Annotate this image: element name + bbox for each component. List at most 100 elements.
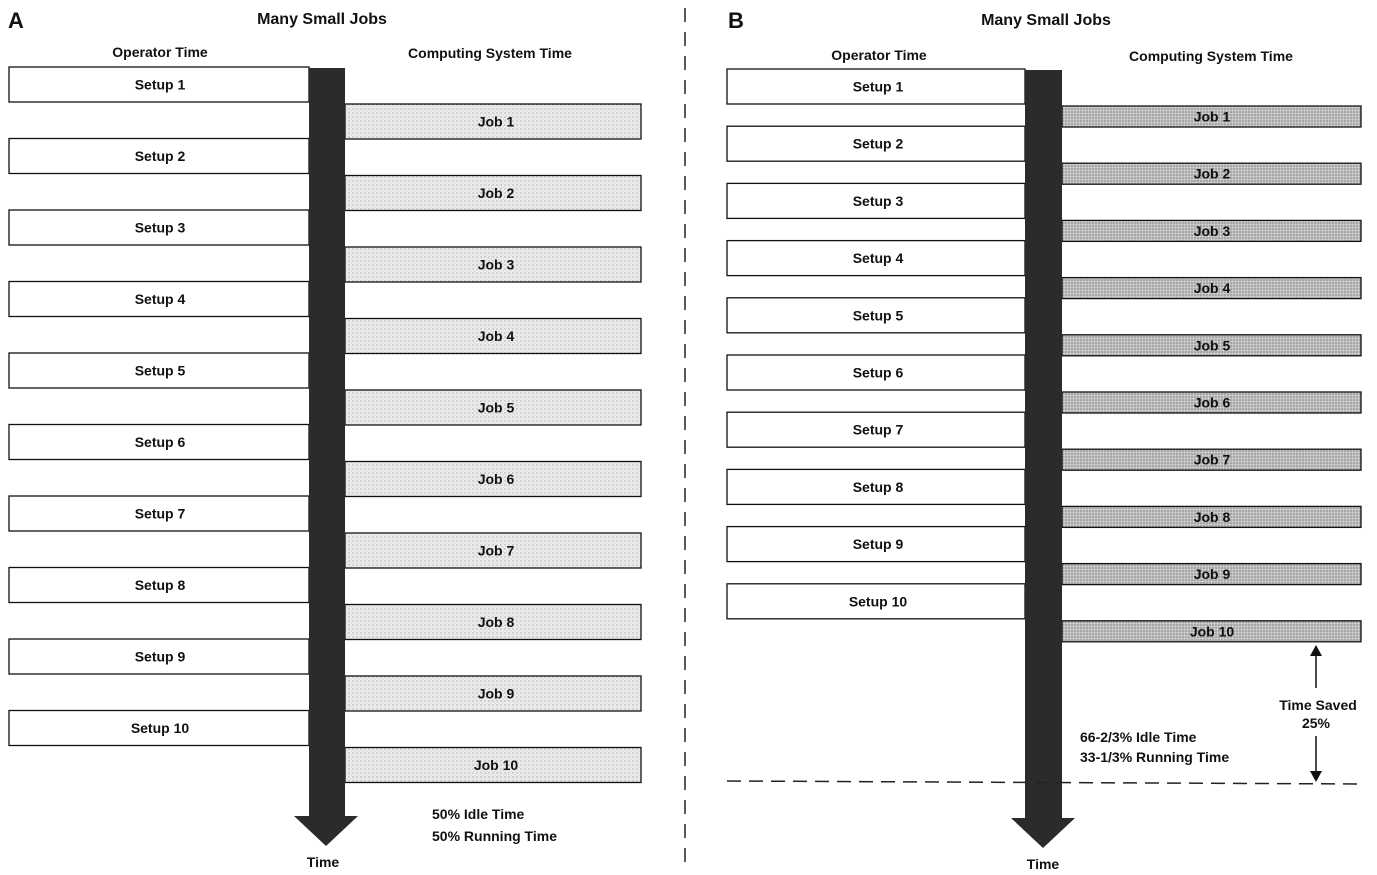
- panel-a-job-2: Job 2: [344, 174, 642, 212]
- panel-b-time-label: Time: [1027, 856, 1060, 872]
- panel-a-job-label: Job 6: [478, 471, 515, 487]
- panel-a-job-box: [344, 246, 642, 283]
- panel-b-setup-5: Setup 5: [726, 297, 1026, 334]
- panel-b-setup-6: Setup 6: [726, 354, 1026, 391]
- panel-b-job-label: Job 6: [1194, 395, 1231, 411]
- panel-a-idle-text: 50% Idle Time: [432, 806, 525, 822]
- panel-a-setup-10: Setup 10: [8, 709, 310, 747]
- panel-a-job-label: Job 2: [478, 185, 515, 201]
- panel-a-setup-box: [8, 66, 310, 103]
- time-saved-arrow-down-head: [1310, 771, 1322, 782]
- panel-a-setup-box: [8, 638, 310, 675]
- panel-b-setup-9: Setup 9: [726, 525, 1026, 563]
- panel-a-setup-label: Setup 1: [135, 77, 186, 93]
- panel-b-setup-label: Setup 3: [853, 193, 904, 209]
- panel-a-setup-box: [8, 709, 310, 747]
- panel-a-job-box: [344, 746, 642, 784]
- panel-a-setup-label: Setup 4: [135, 291, 186, 307]
- panel-b-operator-header: Operator Time: [831, 47, 927, 63]
- panel-a-job-6: Job 6: [344, 460, 642, 498]
- panel-b-setup-box: [726, 297, 1026, 334]
- panel-a-setup-label: Setup 9: [135, 649, 186, 665]
- panel-a-job-label: Job 1: [478, 114, 515, 130]
- panel-b-job-label: Job 5: [1194, 337, 1231, 353]
- panel-a-setup-label: Setup 2: [135, 148, 186, 164]
- panel-b-job-label: Job 2: [1194, 166, 1231, 182]
- panel-b-setup-label: Setup 5: [853, 307, 904, 323]
- panel-a-setup-2: Setup 2: [8, 137, 310, 175]
- panel-a-job-box: [344, 103, 642, 140]
- time-saved-percent: 25%: [1302, 715, 1331, 731]
- panel-b-job-label: Job 4: [1194, 280, 1231, 296]
- panel-b-timeline-arrowhead: [1011, 818, 1075, 848]
- panel-a-job-box: [344, 317, 642, 355]
- panel-b-running-text: 33-1/3% Running Time: [1080, 749, 1229, 765]
- panel-a-setup-label: Setup 6: [135, 434, 186, 450]
- panel-a-job-7: Job 7: [344, 532, 642, 569]
- panel-b-job-7: Job 7: [1061, 448, 1362, 471]
- panel-a-timeline-bar: [309, 68, 345, 820]
- panel-a-setup-box: [8, 352, 310, 389]
- panel-b-setup-label: Setup 8: [853, 479, 904, 495]
- panel-a-title: Many Small Jobs: [257, 11, 387, 28]
- panel-a-running-text: 50% Running Time: [432, 828, 557, 844]
- panel-a-job-5: Job 5: [344, 389, 642, 426]
- panel-b-job-10: Job 10: [1061, 620, 1362, 643]
- panel-a-setup-7: Setup 7: [8, 495, 310, 532]
- panel-a-setup-label: Setup 5: [135, 363, 186, 379]
- panel-a-setup-label: Setup 10: [131, 720, 190, 736]
- panel-b-setup-box: [726, 182, 1026, 220]
- panel-b-setup-box: [726, 525, 1026, 563]
- panel-a-job-label: Job 3: [478, 257, 515, 273]
- panel-b-job-label: Job 9: [1194, 566, 1231, 582]
- panel-b-setup-list: Setup 1 Setup 2 Setup 3 Setup 4 Setup 5 Setup…: [726, 68, 1026, 620]
- panel-b-job-4: Job 4: [1061, 276, 1362, 300]
- panel-b-setup-label: Setup 10: [849, 593, 908, 609]
- panel-b-setup-10: Setup 10: [726, 583, 1026, 620]
- panel-a-job-4: Job 4: [344, 317, 642, 355]
- panel-a-setup-6: Setup 6: [8, 423, 310, 461]
- panel-a-setup-box: [8, 209, 310, 246]
- panel-a-job-1: Job 1: [344, 103, 642, 140]
- panel-b-setup-7: Setup 7: [726, 411, 1026, 448]
- panel-a-job-label: Job 5: [478, 400, 515, 416]
- panel-a-setup-box: [8, 137, 310, 175]
- panel-b-end-dashed-line: [726, 780, 1363, 785]
- panel-b-setup-box: [726, 68, 1026, 105]
- time-saved-label: Time Saved: [1279, 697, 1357, 713]
- panel-a-setup-box: [8, 423, 310, 461]
- panel-b-setup-label: Setup 7: [853, 422, 904, 438]
- panel-b-setup-label: Setup 4: [853, 250, 904, 266]
- panel-a-job-9: Job 9: [344, 675, 642, 712]
- panel-b-setup-box: [726, 411, 1026, 448]
- panel-a-operator-header: Operator Time: [112, 44, 208, 60]
- panel-b-job-3: Job 3: [1061, 219, 1362, 243]
- panel-b-letter: B: [728, 8, 744, 33]
- panel-a-setup-4: Setup 4: [8, 280, 310, 318]
- panel-b-job-8: Job 8: [1061, 505, 1362, 529]
- panel-a-job-list: Job 1 Job 2 Job 3 Job 4 Job 5 Job 6 Job 7 Job 8…: [344, 103, 642, 784]
- panel-a-job-label: Job 8: [478, 614, 515, 630]
- panel-a-computing-header: Computing System Time: [408, 45, 572, 61]
- panel-a-setup-1: Setup 1: [8, 66, 310, 103]
- panel-b-setup-label: Setup 2: [853, 136, 904, 152]
- panel-a-setup-9: Setup 9: [8, 638, 310, 675]
- panel-b-timeline-bar: [1025, 70, 1062, 822]
- panel-a-job-box: [344, 174, 642, 212]
- panel-b-setup-4: Setup 4: [726, 239, 1026, 277]
- panel-b-job-label: Job 8: [1194, 509, 1231, 525]
- panel-b-setup-box: [726, 125, 1026, 162]
- panel-a-job-label: Job 4: [478, 328, 515, 344]
- panel-b-title: Many Small Jobs: [981, 12, 1111, 29]
- panel-a-setup-box: [8, 566, 310, 604]
- panel-b-computing-header: Computing System Time: [1129, 48, 1293, 64]
- panel-b-job-2: Job 2: [1061, 162, 1362, 185]
- panel-a: A Many Small Jobs Operator Time Computin…: [8, 8, 642, 870]
- panel-a-job-box: [344, 389, 642, 426]
- panel-a-job-8: Job 8: [344, 603, 642, 641]
- panel-a-setup-box: [8, 495, 310, 532]
- panel-a-setup-list: Setup 1 Setup 2 Setup 3 Setup 4 Setup 5 Setup…: [8, 66, 310, 747]
- panel-b-job-list: Job 1 Job 2 Job 3 Job 4 Job 5 Job 6 Job 7 Job 8…: [1061, 105, 1362, 643]
- panel-a-setup-label: Setup 3: [135, 220, 186, 236]
